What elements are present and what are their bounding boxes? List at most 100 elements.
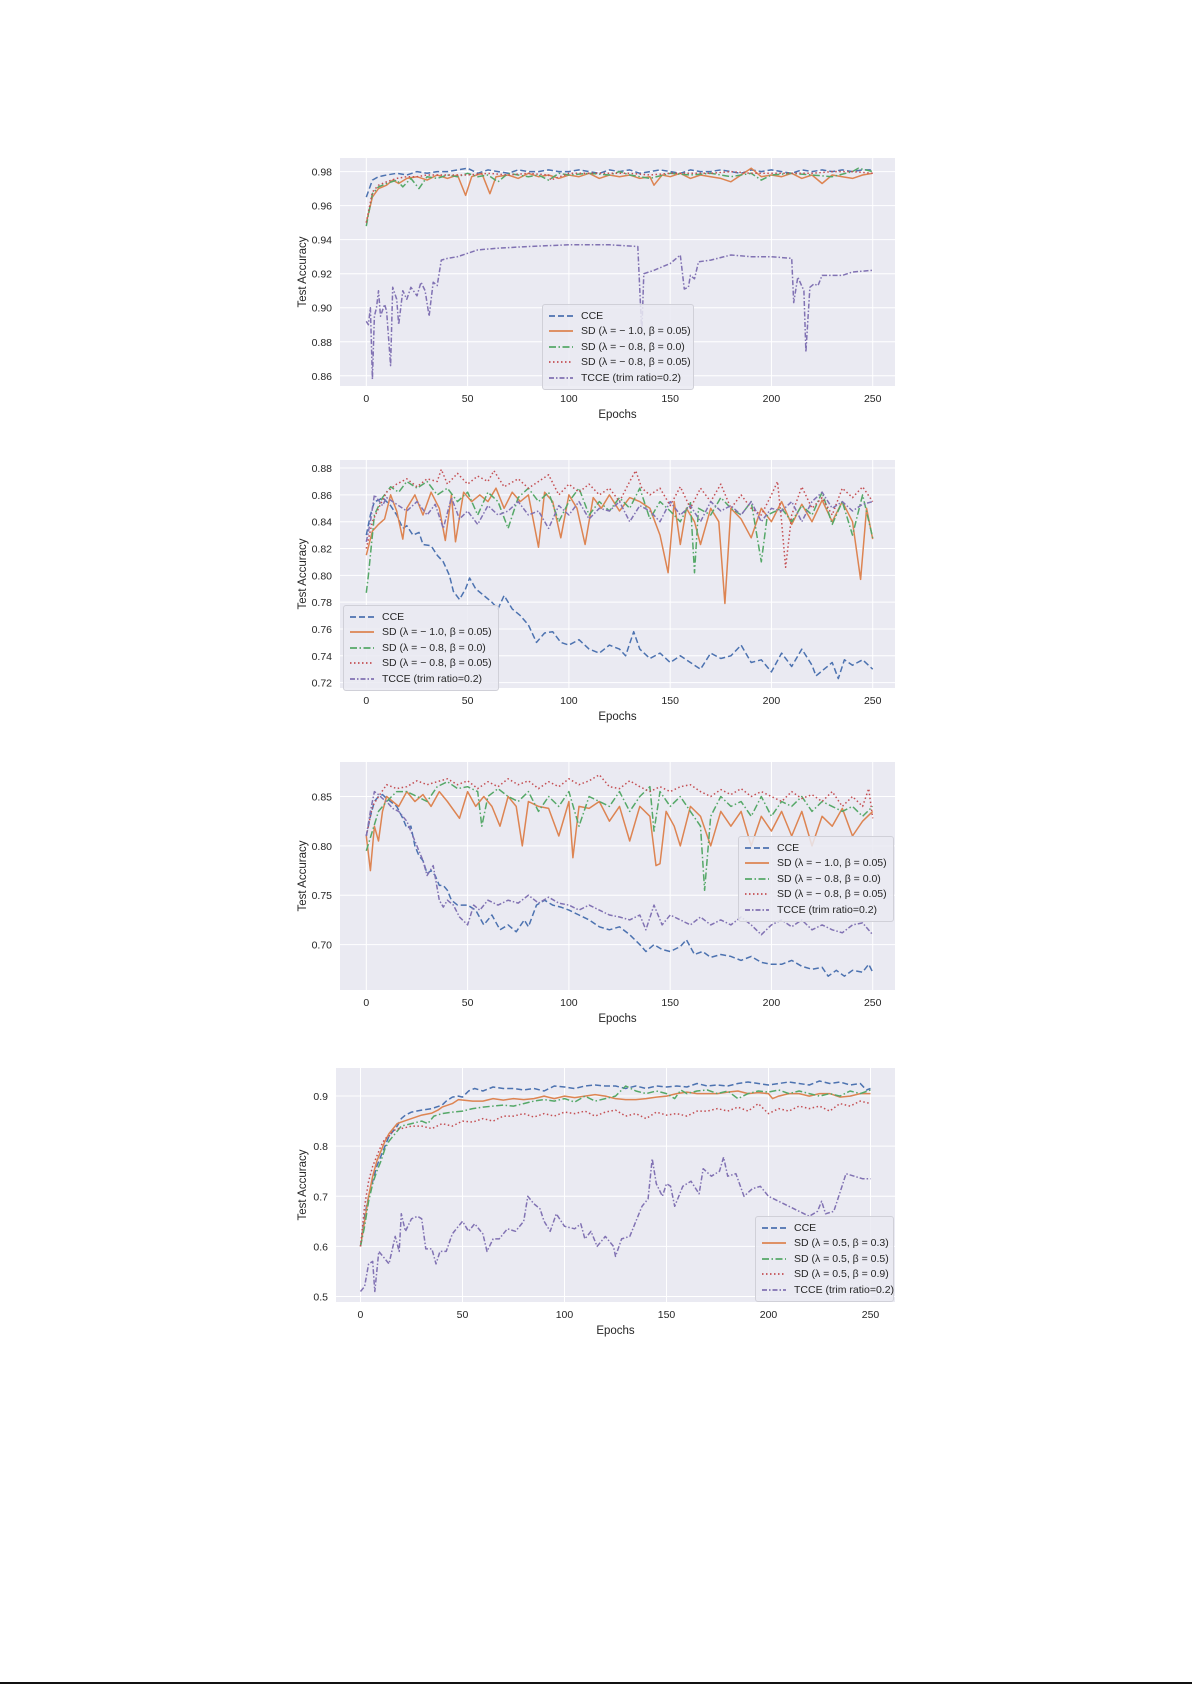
legend-swatch-icon [549,330,573,333]
legend-swatch-icon [745,862,769,865]
legend-swatch-icon [762,1288,786,1291]
legend-chart-2: CCE SD (λ = − 1.0, β = 0.05) SD (λ = − 0.8… [343,605,499,691]
legend-item: SD (λ = − 1.0, β = 0.05) [549,324,691,340]
legend-label: SD (λ = − 0.8, β = 0.0) [777,872,881,885]
y-tick-label: 0.8 [313,1141,328,1153]
legend-item: SD (λ = − 1.0, β = 0.05) [350,625,492,641]
series-line-sd2 [365,167,873,227]
y-tick-label: 0.70 [312,940,333,952]
legend-swatch-icon [350,677,374,680]
legend-label: SD (λ = 0.5, β = 0.5) [794,1252,889,1265]
legend-swatch-icon [762,1242,786,1245]
y-tick-label: 0.5 [313,1291,328,1303]
legend-item: CCE [350,609,492,625]
x-tick-label: 0 [363,393,369,405]
y-tick-label: 0.84 [312,517,333,529]
legend-item: SD (λ = − 0.8, β = 0.05) [350,656,492,672]
legend-label: SD (λ = − 1.0, β = 0.05) [581,325,691,338]
series-line-cce [365,793,874,977]
x-tick-label: 200 [763,393,781,405]
series-line-sd1 [365,487,874,605]
legend-item: SD (λ = − 0.8, β = 0.0) [549,339,687,355]
legend-item: TCCE (trim ratio=0.2) [762,1282,894,1298]
y-axis-label: Test Accuracy [297,538,309,609]
y-axis-label: Test Accuracy [297,1149,309,1220]
series-line-cce [365,496,874,680]
legend-item: SD (λ = − 1.0, β = 0.05) [745,856,887,872]
series-line-cce [365,167,873,198]
legend-label: SD (λ = − 0.8, β = 0.05) [382,657,492,670]
legend-swatch-icon [549,376,573,379]
legend-swatch-icon [350,646,374,649]
legend-chart-3: CCE SD (λ = − 1.0, β = 0.05) SD (λ = − 0.8… [738,836,894,922]
legend-label: CCE [794,1221,817,1234]
y-tick-label: 0.9 [313,1091,328,1103]
y-tick-label: 0.74 [312,651,333,663]
legend-label: TCCE (trim ratio=0.2) [382,672,483,685]
x-tick-label: 250 [864,997,882,1009]
x-tick-label: 200 [763,695,781,707]
legend-swatch-icon [549,361,573,364]
legend-chart-1: CCE SD (λ = − 1.0, β = 0.05) SD (λ = − 0.8… [542,304,694,390]
x-tick-label: 0 [358,1309,364,1321]
legend-label: SD (λ = − 0.8, β = 0.05) [777,888,887,901]
y-tick-label: 0.82 [312,544,333,556]
x-tick-label: 150 [661,997,679,1009]
legend-swatch-icon [745,908,769,911]
x-axis-label: Epochs [598,711,637,723]
y-tick-label: 0.6 [313,1241,328,1253]
legend-label: CCE [382,610,405,623]
series-line-tcce [365,790,874,936]
legend-swatch-icon [762,1226,786,1229]
y-tick-label: 0.98 [312,167,333,179]
x-axis-label: Epochs [598,1013,637,1025]
y-tick-label: 0.88 [312,337,333,349]
x-axis-label: Epochs [598,409,637,421]
y-tick-label: 0.86 [312,371,333,383]
x-tick-label: 50 [462,695,474,707]
legend-item: SD (λ = − 0.8, β = 0.05) [549,355,691,371]
x-tick-label: 250 [864,393,882,405]
x-tick-label: 200 [763,997,781,1009]
x-tick-label: 100 [560,695,578,707]
legend-label: SD (λ = − 0.8, β = 0.0) [382,641,486,654]
legend-label: SD (λ = − 1.0, β = 0.05) [777,857,887,870]
legend-swatch-icon [549,345,573,348]
legend-label: SD (λ = − 1.0, β = 0.05) [382,626,492,639]
legend-swatch-icon [350,615,374,618]
x-tick-label: 100 [560,393,578,405]
legend-label: CCE [581,309,604,322]
legend-swatch-icon [762,1257,786,1260]
series-line-tcce [365,491,873,542]
x-tick-label: 50 [462,997,474,1009]
y-tick-label: 0.90 [312,303,333,315]
x-tick-label: 100 [556,1309,574,1321]
series-line-sd3 [365,170,873,223]
y-tick-label: 0.86 [312,490,333,502]
legend-label: SD (λ = 0.5, β = 0.3) [794,1237,889,1250]
legend-item: TCCE (trim ratio=0.2) [350,671,492,687]
x-tick-label: 0 [363,695,369,707]
legend-label: TCCE (trim ratio=0.2) [777,903,878,916]
y-tick-label: 0.76 [312,624,333,636]
x-tick-label: 50 [462,393,474,405]
legend-swatch-icon [762,1273,786,1276]
legend-swatch-icon [549,314,573,317]
legend-swatch-icon [745,893,769,896]
legend-swatch-icon [350,631,374,634]
legend-item: CCE [745,840,887,856]
x-axis-label: Epochs [596,1325,635,1337]
legend-label: TCCE (trim ratio=0.2) [794,1283,895,1296]
legend-item: SD (λ = 0.5, β = 0.9) [762,1267,889,1283]
series-line-sd3 [365,468,874,569]
y-tick-label: 0.96 [312,201,333,213]
legend-item: SD (λ = − 0.8, β = 0.05) [745,887,887,903]
y-tick-label: 0.75 [312,890,333,902]
y-tick-label: 0.7 [313,1191,328,1203]
y-axis-label: Test Accuracy [297,236,309,307]
y-tick-label: 0.94 [312,235,333,247]
legend-item: SD (λ = 0.5, β = 0.3) [762,1236,889,1252]
series-line-sd3 [359,1100,871,1247]
